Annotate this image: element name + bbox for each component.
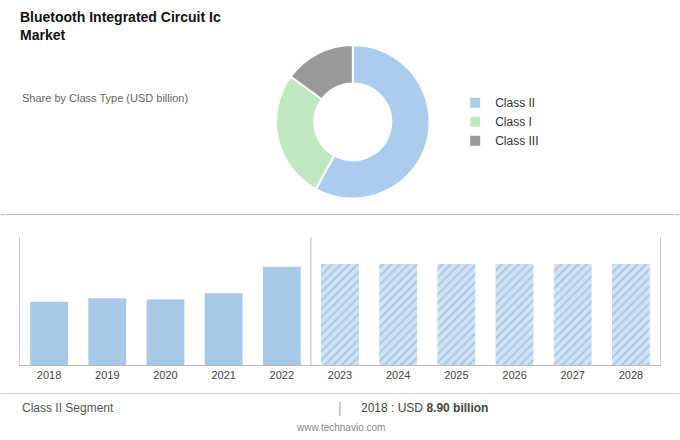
svg-text:2026: 2026	[502, 369, 526, 381]
svg-text:2028: 2028	[619, 369, 643, 381]
svg-text:www.technavio.com: www.technavio.com	[296, 422, 385, 433]
svg-text:2023: 2023	[328, 369, 352, 381]
svg-text:2018: 2018	[37, 369, 61, 381]
svg-text:2018 : USD 8.90 billion: 2018 : USD 8.90 billion	[361, 401, 488, 415]
svg-text:Class I: Class I	[495, 115, 532, 129]
svg-text:2020: 2020	[153, 369, 177, 381]
svg-text:Class II Segment: Class II Segment	[22, 401, 114, 415]
svg-text:Share by Class Type (USD billi: Share by Class Type (USD billion)	[22, 92, 188, 104]
svg-text:Bluetooth Integrated Circuit I: Bluetooth Integrated Circuit IcMarket	[20, 9, 221, 43]
svg-text:2019: 2019	[95, 369, 119, 381]
svg-text:2021: 2021	[211, 369, 235, 381]
svg-text:2022: 2022	[270, 369, 294, 381]
svg-text:2027: 2027	[560, 369, 584, 381]
svg-text:2025: 2025	[444, 369, 468, 381]
svg-text:Class II: Class II	[495, 96, 535, 110]
svg-text:2024: 2024	[386, 369, 410, 381]
svg-text:Class III: Class III	[495, 134, 538, 148]
svg-text:|: |	[338, 400, 342, 416]
